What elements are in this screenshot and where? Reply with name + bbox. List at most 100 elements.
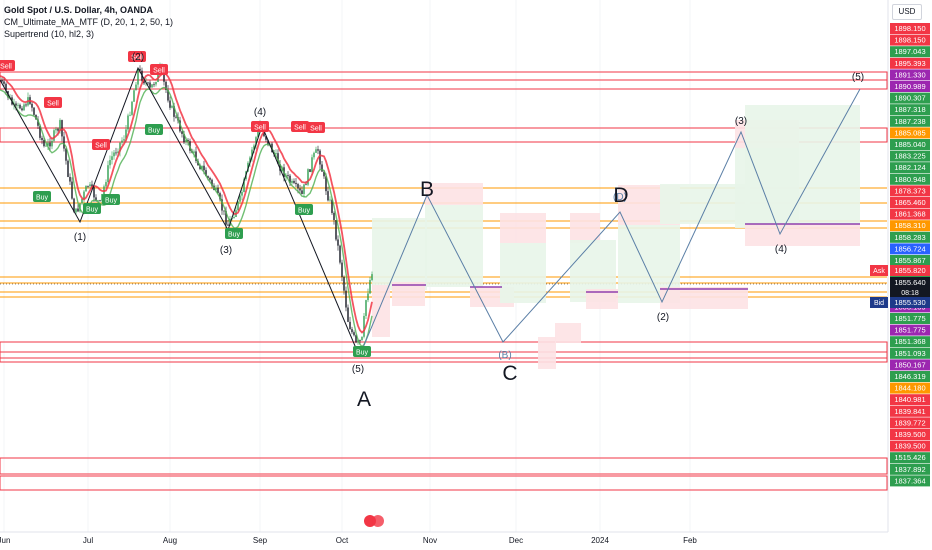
- price-label-badge: [890, 255, 930, 266]
- candle-body: [249, 157, 251, 163]
- candle-body: [39, 125, 41, 138]
- candle-body: [59, 120, 61, 131]
- indicator-supertrend-label[interactable]: Supertrend (10, hl2, 3): [4, 29, 95, 39]
- candle-body: [323, 171, 325, 177]
- signal-sell-label: Sell: [310, 126, 322, 133]
- candle-body: [205, 170, 207, 177]
- price-label-badge: [890, 197, 930, 208]
- candle-body: [221, 199, 223, 211]
- signal-sell-label: Sell: [0, 64, 12, 71]
- price-label-badge: [890, 69, 930, 81]
- wave-label: (2): [657, 312, 669, 323]
- symbol-title[interactable]: Gold Spot / U.S. Dollar, 4h, OANDA: [4, 5, 154, 15]
- candle-body: [343, 277, 345, 291]
- price-label-badge: [890, 104, 930, 116]
- candle-body: [315, 149, 317, 153]
- candle-body: [297, 184, 299, 189]
- ask-tag: [870, 265, 888, 276]
- candle-body: [61, 120, 63, 137]
- candle-body: [325, 176, 327, 192]
- candle-body: [95, 197, 97, 201]
- signal-buy-label: Buy: [298, 208, 311, 215]
- time-tick-label: Dec: [509, 536, 523, 545]
- projection-box: [745, 224, 860, 246]
- price-axis[interactable]: 1898.150 1898.150 1897.043 1895.393 1891.330…: [870, 0, 932, 532]
- signal-buy-label: Buy: [36, 195, 49, 202]
- current-price: 1855.640: [894, 278, 925, 287]
- candle-body: [107, 165, 109, 183]
- candle-body: [253, 145, 255, 150]
- time-axis[interactable]: Jun Jul Aug Sep Oct Nov Dec 2024 Feb: [0, 515, 888, 545]
- signal-buy-badge: [33, 191, 51, 202]
- candle-body: [353, 332, 355, 336]
- candle-body: [239, 195, 241, 202]
- candle-body: [115, 152, 117, 154]
- price-label-badge: [890, 162, 930, 174]
- bid-tag-label: Bid: [874, 300, 884, 307]
- indicator-ma-label[interactable]: CM_Ultimate_MA_MTF (D, 20, 1, 2, 50, 1): [4, 17, 174, 27]
- price-label: 1887.318: [894, 105, 925, 114]
- candle-body: [23, 104, 25, 111]
- candle-body: [1, 79, 3, 82]
- candle-body: [69, 176, 71, 182]
- projected-wave-path: [361, 88, 861, 351]
- price-label-badge: [890, 243, 930, 255]
- candle-body: [369, 280, 371, 294]
- wave-label: (3): [735, 116, 747, 127]
- price-label-badge: [890, 46, 930, 58]
- price-label-badge: [890, 220, 930, 232]
- abcd-label: A: [357, 388, 371, 411]
- event-marker-icon: [372, 515, 384, 527]
- candle-body: [113, 152, 115, 157]
- wave-labels: (1) (2) (3) (4) (5) (B) (D) (2) (3) (4) (5) A B C D: [74, 52, 864, 411]
- price-label: 1861.368: [894, 210, 925, 219]
- candle-body: [65, 148, 67, 161]
- price-label-badge: [890, 185, 930, 197]
- price-label-badge: [890, 429, 930, 440]
- candle-body: [81, 198, 83, 204]
- candle-body: [105, 182, 107, 187]
- price-label: 1898.150: [894, 36, 925, 45]
- price-label: 1851.775: [894, 314, 925, 323]
- currency-button[interactable]: USD: [892, 4, 922, 20]
- candle-body: [21, 108, 23, 111]
- candle-body: [129, 114, 131, 116]
- price-label: 1851.775: [894, 326, 925, 335]
- candle-body: [237, 201, 239, 211]
- price-label-badge: [890, 115, 930, 127]
- candle-body: [83, 191, 85, 199]
- candle-body: [117, 151, 119, 153]
- candle-body: [345, 290, 347, 308]
- resistance-zone: [0, 127, 888, 143]
- candle-body: [173, 105, 175, 117]
- candle-body: [167, 89, 169, 101]
- price-label: 1882.124: [894, 163, 925, 172]
- signal-buy-badge: [102, 194, 120, 205]
- candle-body: [301, 190, 303, 194]
- bid-price-badge: [890, 297, 930, 308]
- ask-tag-label: Ask: [873, 268, 885, 275]
- price-label-badge: [890, 382, 930, 394]
- signal-sell-badge: [291, 121, 309, 132]
- candle-body: [93, 186, 95, 198]
- wave-label: (2): [132, 52, 144, 63]
- signal-buy-badge: [83, 203, 101, 214]
- candle-body: [303, 184, 305, 194]
- price-label: 1855.867: [894, 256, 925, 265]
- wave-lines: [0, 66, 861, 354]
- projection-box: [570, 213, 600, 243]
- price-label-badge: [890, 57, 930, 69]
- candle-body: [193, 151, 195, 153]
- candle-body: [277, 153, 279, 165]
- candle-body: [49, 142, 51, 147]
- price-label-badge: [890, 173, 930, 185]
- candle-body: [163, 71, 165, 82]
- signal-sell-badge: [0, 60, 15, 71]
- candle-body: [41, 137, 43, 140]
- projection-boxes: [372, 105, 860, 369]
- price-label: 1885.085: [894, 128, 925, 137]
- candle-body: [85, 185, 87, 192]
- abcd-label: C: [502, 362, 517, 385]
- candle-body: [241, 191, 243, 196]
